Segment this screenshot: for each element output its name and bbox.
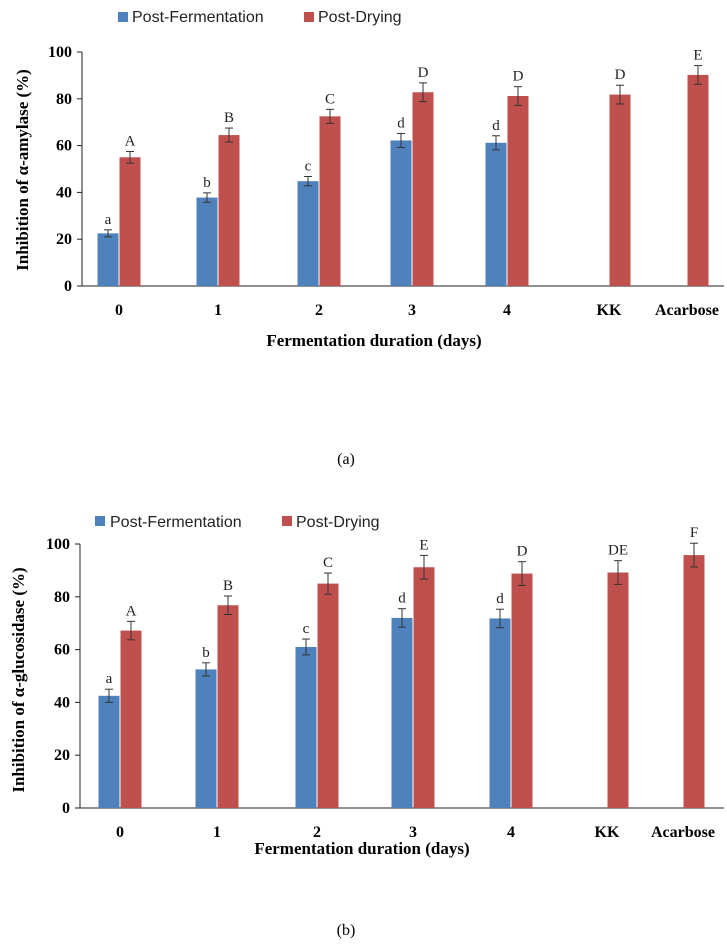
x-tick-label: Acarbose — [651, 824, 715, 841]
significance-letter: d — [397, 115, 405, 131]
y-tick-label: 80 — [54, 589, 70, 606]
significance-letter: B — [223, 578, 233, 594]
legend-swatch-post-drying — [304, 12, 314, 22]
y-tick-label: 40 — [54, 694, 70, 711]
y-tick-label: 100 — [46, 536, 70, 553]
x-tick-label: 3 — [409, 824, 417, 841]
bar — [120, 630, 142, 808]
x-tick-label: 3 — [408, 302, 416, 319]
bar — [295, 646, 317, 808]
bar — [196, 197, 218, 286]
bar — [218, 135, 240, 286]
x-tick-label: KK — [595, 824, 620, 841]
significance-letter: d — [492, 118, 500, 134]
significance-letter: D — [615, 67, 626, 83]
legend-swatch-post-fermentation — [118, 12, 128, 22]
x-tick-label: 1 — [213, 824, 221, 841]
significance-letter: B — [224, 110, 234, 126]
x-tick-label: 2 — [313, 824, 321, 841]
x-tick-label: 0 — [116, 824, 124, 841]
significance-letter: d — [496, 591, 504, 607]
significance-letter: a — [106, 671, 113, 687]
legend-label-post-drying: Post-Drying — [296, 514, 380, 531]
significance-letter: E — [693, 48, 702, 64]
bar — [195, 669, 217, 808]
bar — [511, 573, 533, 808]
y-tick-label: 20 — [56, 231, 72, 248]
bar — [485, 142, 507, 286]
significance-letter: DE — [608, 543, 628, 559]
bar — [217, 605, 239, 808]
bar — [319, 116, 341, 286]
significance-letter: d — [398, 591, 406, 607]
significance-letter: c — [303, 621, 310, 637]
significance-letter: A — [125, 133, 136, 149]
bar — [489, 618, 511, 808]
bar — [683, 555, 705, 808]
significance-letter: C — [323, 555, 333, 571]
legend-swatch-post-fermentation — [95, 516, 105, 526]
bar — [297, 181, 319, 286]
significance-letter: a — [105, 212, 112, 228]
significance-letter: A — [126, 603, 137, 619]
bar — [687, 74, 709, 286]
legend-label-post-fermentation: Post-Fermentation — [132, 9, 264, 26]
significance-letter: b — [202, 645, 210, 661]
x-axis-title: Fermentation duration (days) — [254, 839, 469, 858]
significance-letter: b — [203, 175, 211, 191]
y-tick-label: 60 — [54, 642, 70, 659]
bar — [609, 94, 631, 286]
y-tick-label: 60 — [56, 138, 72, 155]
bar — [607, 572, 629, 808]
y-tick-label: 0 — [62, 800, 70, 817]
legend: Post-Fermentation Post-Drying — [118, 9, 402, 26]
bar — [119, 157, 141, 286]
y-tick-label: 40 — [56, 184, 72, 201]
significance-letter: D — [517, 544, 528, 560]
x-tick-label: 0 — [115, 302, 123, 319]
legend-swatch-post-drying — [282, 516, 292, 526]
significance-letter: E — [419, 537, 428, 553]
significance-letter: C — [325, 91, 335, 107]
x-tick-label: 4 — [507, 824, 515, 841]
x-tick-label: Acarbose — [655, 302, 719, 319]
x-tick-label: KK — [597, 302, 622, 319]
bar — [413, 567, 435, 808]
x-tick-label: 1 — [214, 302, 222, 319]
bar — [317, 583, 339, 808]
legend: Post-Fermentation Post-Drying — [95, 514, 380, 531]
bar — [391, 617, 413, 808]
significance-letter: D — [418, 65, 429, 81]
y-axis-title: Inhibition of α-amylase (%) — [13, 69, 32, 271]
legend-label-post-drying: Post-Drying — [318, 9, 402, 26]
bar — [390, 140, 412, 286]
panel-label: (b) — [337, 922, 356, 939]
chart-amylase: Post-Fermentation Post-Drying Inhibition… — [13, 9, 724, 468]
x-tick-label: 4 — [503, 302, 511, 319]
x-axis-title: Fermentation duration (days) — [266, 331, 481, 350]
bar — [507, 95, 529, 286]
panel-label: (a) — [337, 451, 355, 468]
bar — [97, 233, 119, 286]
y-axis-title: Inhibition of α-glucosidase (%) — [9, 567, 28, 792]
y-tick-label: 80 — [56, 91, 72, 108]
chart-glucosidase: Post-Fermentation Post-Drying Inhibition… — [9, 514, 724, 939]
y-tick-label: 100 — [48, 44, 72, 61]
significance-letter: F — [690, 525, 698, 541]
significance-letter: c — [305, 158, 312, 174]
bar — [412, 92, 434, 286]
legend-label-post-fermentation: Post-Fermentation — [110, 514, 242, 531]
bar — [98, 695, 120, 808]
significance-letter: D — [513, 69, 524, 85]
y-tick-label: 0 — [64, 278, 72, 295]
y-tick-label: 20 — [54, 747, 70, 764]
x-tick-label: 2 — [315, 302, 323, 319]
